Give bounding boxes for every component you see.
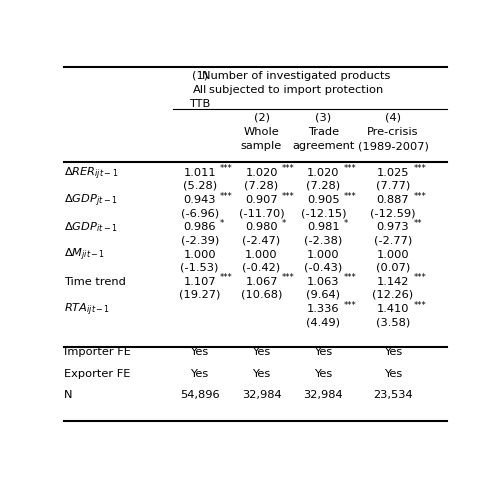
Text: 0.887: 0.887 (377, 195, 409, 205)
Text: $\Delta M_{jit-1}$: $\Delta M_{jit-1}$ (64, 246, 105, 263)
Text: sample: sample (241, 141, 282, 151)
Text: (-2.38): (-2.38) (304, 235, 342, 245)
Text: 1.067: 1.067 (246, 276, 278, 287)
Text: $\Delta RER_{ijt-1}$: $\Delta RER_{ijt-1}$ (64, 165, 119, 182)
Text: (-1.53): (-1.53) (181, 262, 219, 272)
Text: Yes: Yes (191, 347, 209, 356)
Text: (-0.42): (-0.42) (243, 262, 280, 272)
Text: (12.26): (12.26) (372, 289, 414, 299)
Text: 54,896: 54,896 (180, 390, 220, 400)
Text: (-2.39): (-2.39) (181, 235, 219, 245)
Text: agreement: agreement (292, 141, 355, 151)
Text: Exporter FE: Exporter FE (64, 368, 131, 378)
Text: ***: *** (344, 164, 356, 173)
Text: Yes: Yes (384, 368, 402, 378)
Text: (5.28): (5.28) (183, 181, 217, 191)
Text: ***: *** (282, 191, 294, 200)
Text: $\Delta GDP_{it-1}$: $\Delta GDP_{it-1}$ (64, 220, 118, 234)
Text: *: * (220, 218, 224, 227)
Text: 1.336: 1.336 (307, 303, 340, 314)
Text: 1.011: 1.011 (183, 167, 216, 178)
Text: N: N (64, 390, 73, 400)
Text: ***: *** (220, 273, 233, 282)
Text: ***: *** (413, 300, 426, 309)
Text: All: All (193, 85, 207, 94)
Text: ***: *** (413, 273, 426, 282)
Text: 1.020: 1.020 (246, 167, 278, 178)
Text: ***: *** (220, 191, 233, 200)
Text: Yes: Yes (191, 368, 209, 378)
Text: (7.28): (7.28) (306, 181, 340, 191)
Text: 0.980: 0.980 (245, 222, 278, 232)
Text: (-0.43): (-0.43) (304, 262, 342, 272)
Text: 32,984: 32,984 (242, 390, 281, 400)
Text: 1.000: 1.000 (377, 249, 409, 259)
Text: $\Delta GDP_{jt-1}$: $\Delta GDP_{jt-1}$ (64, 192, 118, 209)
Text: ***: *** (282, 273, 294, 282)
Text: Whole: Whole (244, 127, 279, 136)
Text: **: ** (413, 218, 422, 227)
Text: *: * (344, 218, 348, 227)
Text: (1): (1) (192, 70, 208, 80)
Text: (9.64): (9.64) (306, 289, 340, 299)
Text: $RTA_{ijt-1}$: $RTA_{ijt-1}$ (64, 301, 111, 318)
Text: 32,984: 32,984 (303, 390, 343, 400)
Text: 1.020: 1.020 (307, 167, 340, 178)
Text: ***: *** (344, 191, 356, 200)
Text: Yes: Yes (384, 347, 402, 356)
Text: TTB: TTB (189, 99, 210, 109)
Text: ***: *** (220, 164, 233, 173)
Text: (0.07): (0.07) (376, 262, 410, 272)
Text: Yes: Yes (252, 368, 270, 378)
Text: ***: *** (344, 300, 356, 309)
Text: Yes: Yes (314, 347, 332, 356)
Text: (3.58): (3.58) (376, 317, 410, 327)
Text: 1.000: 1.000 (245, 249, 278, 259)
Text: ***: *** (413, 191, 426, 200)
Text: 0.973: 0.973 (377, 222, 409, 232)
Text: (-6.96): (-6.96) (181, 208, 219, 218)
Text: 1.107: 1.107 (183, 276, 216, 287)
Text: (4.49): (4.49) (306, 317, 340, 327)
Text: *: * (282, 218, 286, 227)
Text: ***: *** (413, 164, 426, 173)
Text: 0.907: 0.907 (245, 195, 278, 205)
Text: Yes: Yes (252, 347, 270, 356)
Text: 1.025: 1.025 (377, 167, 409, 178)
Text: 1.000: 1.000 (183, 249, 216, 259)
Text: ***: *** (282, 164, 294, 173)
Text: (-2.47): (-2.47) (243, 235, 280, 245)
Text: subjected to import protection: subjected to import protection (209, 85, 383, 94)
Text: (3): (3) (315, 112, 331, 122)
Text: 1.063: 1.063 (307, 276, 340, 287)
Text: (7.77): (7.77) (376, 181, 410, 191)
Text: (-12.15): (-12.15) (301, 208, 346, 218)
Text: (7.28): (7.28) (245, 181, 278, 191)
Text: 1.410: 1.410 (377, 303, 409, 314)
Text: 0.943: 0.943 (184, 195, 216, 205)
Text: 0.986: 0.986 (184, 222, 216, 232)
Text: Number of investigated products: Number of investigated products (202, 70, 391, 80)
Text: (10.68): (10.68) (241, 289, 282, 299)
Text: (-2.77): (-2.77) (374, 235, 412, 245)
Text: Yes: Yes (314, 368, 332, 378)
Text: 1.000: 1.000 (307, 249, 340, 259)
Text: 23,534: 23,534 (373, 390, 413, 400)
Text: 0.905: 0.905 (307, 195, 340, 205)
Text: (1989-2007): (1989-2007) (358, 141, 429, 151)
Text: (-12.59): (-12.59) (370, 208, 416, 218)
Text: Time trend: Time trend (64, 276, 126, 287)
Text: 1.142: 1.142 (377, 276, 409, 287)
Text: (4): (4) (385, 112, 401, 122)
Text: Importer FE: Importer FE (64, 347, 131, 356)
Text: Pre-crisis: Pre-crisis (367, 127, 419, 136)
Text: Trade: Trade (308, 127, 339, 136)
Text: ***: *** (344, 273, 356, 282)
Text: 0.981: 0.981 (307, 222, 340, 232)
Text: (19.27): (19.27) (179, 289, 221, 299)
Text: (2): (2) (253, 112, 269, 122)
Text: (-11.70): (-11.70) (239, 208, 284, 218)
